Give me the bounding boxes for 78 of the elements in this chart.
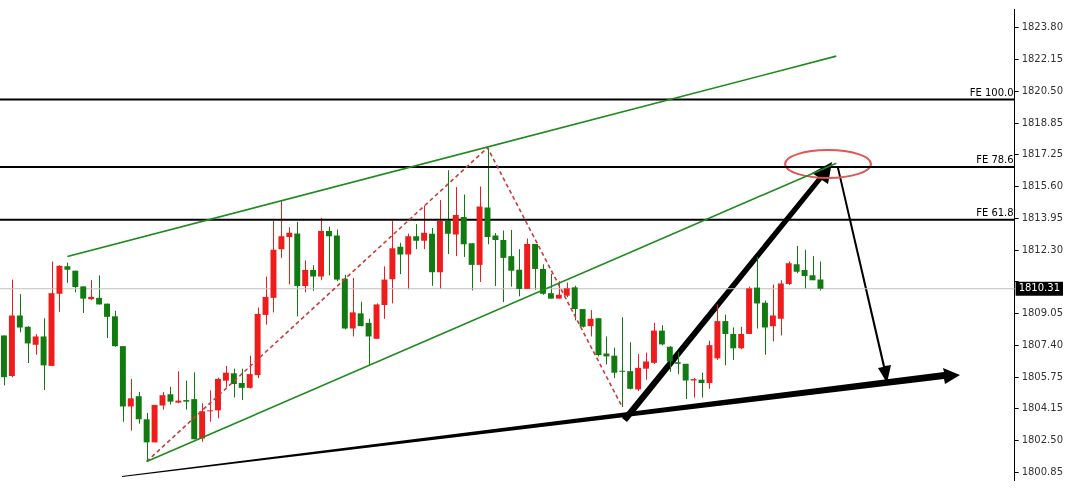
candlestick [508,229,515,288]
candlestick [444,169,451,255]
y-tick-label: 1818.85 [1021,116,1064,128]
y-tick-label: 1802.50 [1021,433,1064,445]
candlestick [666,345,673,373]
ref-line-label: 1810.31 [1018,282,1061,294]
candlestick [104,303,110,339]
candlestick [183,380,190,411]
candlestick [571,285,578,321]
y-tick-label: 1823.80 [1021,20,1064,32]
y-tick-label: 1817.25 [1021,147,1064,159]
y-tick-label: 1800.85 [1021,465,1064,477]
candlestick [698,372,705,399]
candlestick [754,256,760,329]
candlestick [32,333,39,356]
y-tick-label: 1805.75 [1021,370,1064,382]
y-tick-label: 1812.30 [1021,243,1064,255]
y-tick-label: 1809.05 [1021,306,1064,318]
candlestick [278,199,285,259]
y-tick-label: 1813.95 [1021,211,1064,223]
candlestick [516,248,523,297]
candlestick [16,293,23,333]
candlestick [738,326,745,350]
candlestick [397,242,404,275]
candlestick [357,301,364,327]
candlestick [421,205,428,250]
candlestick [619,316,626,408]
candlestick [302,259,309,293]
candlestick [468,242,475,291]
y-tick-label: 1822.15 [1021,52,1064,64]
candlestick [793,245,800,274]
ref-line-label: FE 78.6 [976,154,1014,166]
candlestick [286,226,293,285]
candlestick [769,283,776,342]
candlestick [801,249,808,290]
candlestick [547,273,554,300]
candlestick [579,308,586,329]
y-tick-label: 1804.15 [1021,401,1064,413]
candlestick [207,389,214,423]
candlestick [611,347,618,379]
y-tick-label: 1807.40 [1021,338,1064,350]
candlestick [310,264,317,292]
candlestick [785,261,792,286]
candlestick [246,355,253,389]
ref-line-label: FE 100.0 [969,87,1014,99]
candlestick [238,368,245,401]
candlestick [643,352,650,381]
candlestick [492,232,499,287]
candlestick [817,261,824,291]
candlestick [24,325,31,364]
candlestick [413,223,420,250]
candlestick [674,351,681,375]
candlestick [175,370,182,404]
candlestick [326,226,332,276]
candlestick [500,230,507,303]
candlestick [143,412,150,463]
candlestick [127,378,134,432]
candlestick [587,309,594,337]
candlestick [80,285,87,314]
candlestick [658,324,665,346]
candlestick [405,233,412,290]
ref-line-label: FE 61.8 [976,207,1014,219]
y-tick-label: 1820.50 [1021,84,1064,96]
candlestick [135,391,142,425]
candlestick [627,341,634,390]
candlestick [262,276,269,326]
candlestick [682,363,689,400]
candlestick [64,262,71,284]
candlestick [96,274,103,305]
candlestick [230,368,237,399]
candlestick [722,314,729,366]
candlestick [365,318,372,366]
candlestick [349,277,356,337]
candlestick [452,186,459,257]
candlestick [222,365,229,388]
candlestick [730,327,737,361]
candlestick [635,353,642,392]
y-tick-label: 1815.60 [1021,179,1064,191]
